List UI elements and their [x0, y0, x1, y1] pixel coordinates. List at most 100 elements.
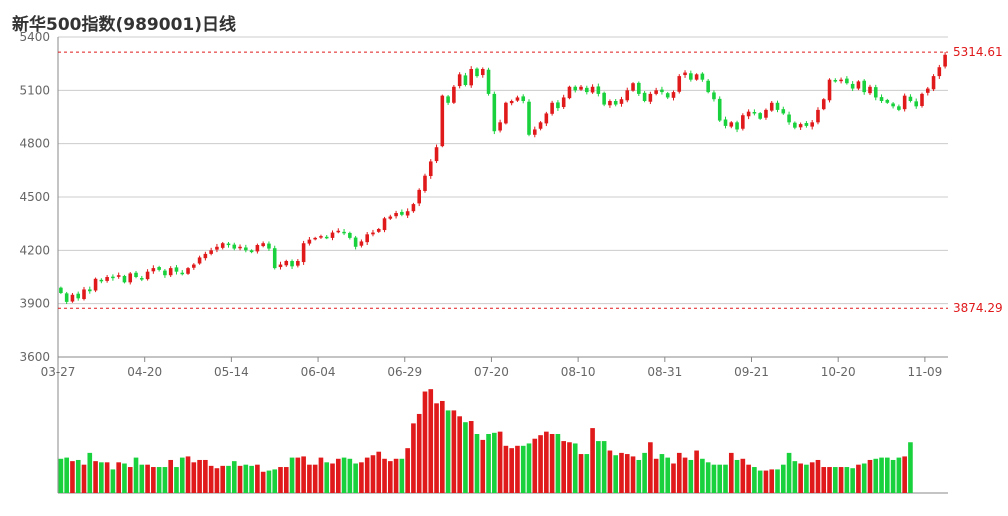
volume-bar	[145, 464, 150, 493]
candle-body	[163, 270, 167, 276]
volume-bar	[127, 467, 133, 493]
candle-body	[220, 243, 225, 248]
candle-body	[140, 278, 144, 280]
candle-body	[244, 247, 248, 251]
candle-body	[267, 243, 271, 249]
chart-title: 新华500指数(989001)日线	[12, 15, 236, 35]
candle-body	[596, 86, 601, 94]
candle-body	[654, 90, 658, 94]
volume-bar	[648, 442, 653, 493]
volume-bar	[179, 457, 185, 493]
candle-body	[186, 268, 190, 274]
candle-body	[717, 98, 722, 121]
candle-body	[914, 101, 919, 107]
candle-body	[850, 83, 855, 89]
volume-bar	[584, 454, 590, 493]
volume-bar	[486, 434, 491, 493]
x-tick-label: 09-21	[734, 365, 769, 379]
volume-bar	[705, 462, 711, 493]
volume-bar	[572, 443, 578, 493]
candle-body	[128, 273, 133, 283]
candle-body	[509, 101, 514, 104]
y-tick-label: 5400	[19, 30, 50, 44]
y-tick-label: 4500	[19, 190, 50, 204]
candle-body	[498, 122, 502, 131]
candle-body	[197, 257, 202, 264]
candle-body	[82, 289, 86, 300]
volume-bar	[81, 464, 87, 493]
candle-body	[556, 102, 560, 109]
volume-bar	[191, 462, 197, 493]
volume-bar	[538, 435, 543, 493]
volume-bar	[353, 463, 358, 493]
candle-body	[93, 278, 98, 291]
candle-body	[324, 236, 329, 239]
volume-bar	[752, 467, 757, 493]
volume-bar	[272, 469, 278, 493]
candle-body	[613, 101, 618, 105]
candle-body	[440, 95, 445, 147]
candle-body	[371, 232, 375, 235]
x-tick-label: 05-14	[214, 365, 249, 379]
candle-body	[585, 87, 589, 93]
candle-body	[590, 86, 595, 93]
candle-body	[157, 267, 161, 270]
volume-bar	[682, 457, 688, 493]
candle-body	[232, 244, 237, 249]
candle-body	[845, 78, 849, 84]
candle-body	[111, 276, 115, 279]
volume-bar	[867, 459, 873, 493]
volume-bar	[93, 461, 98, 493]
volume-bar	[295, 457, 301, 493]
volume-bar	[665, 457, 671, 493]
volume-bar	[399, 458, 405, 493]
volume-bar	[428, 389, 434, 493]
candle-body	[567, 86, 572, 99]
candle-body	[278, 264, 283, 268]
volume-bar	[728, 452, 734, 493]
candle-body	[59, 287, 63, 293]
x-tick-label: 06-04	[301, 365, 336, 379]
volume-bar	[214, 468, 220, 493]
candle-body	[203, 253, 208, 259]
volume-bar	[445, 410, 451, 493]
candle-body	[301, 243, 306, 263]
candle-body	[689, 73, 693, 80]
candle-body	[527, 101, 531, 135]
volume-bar	[711, 464, 717, 493]
candle-body	[868, 86, 872, 94]
candle-body	[394, 213, 398, 217]
volume-bar	[492, 432, 497, 493]
candle-body	[885, 99, 890, 103]
candle-body	[821, 99, 826, 110]
candle-body	[434, 147, 439, 162]
volume-bar	[694, 450, 699, 493]
candle-body	[290, 261, 294, 267]
volume-bar	[116, 462, 121, 493]
volume-bar	[885, 457, 890, 493]
candle-body	[70, 294, 75, 302]
volume-bar	[376, 451, 382, 493]
volume-bar	[590, 428, 595, 493]
volume-bar	[422, 391, 428, 493]
candle-body	[873, 87, 878, 98]
volume-bar	[601, 441, 607, 493]
volume-bar	[151, 467, 156, 493]
candle-body	[642, 92, 647, 101]
volume-bar	[653, 458, 659, 493]
candle-body	[446, 96, 450, 103]
candle-body	[897, 106, 901, 110]
candle-body	[105, 277, 109, 281]
volume-bar	[347, 458, 353, 493]
candle-body	[625, 90, 630, 101]
volume-bar	[700, 458, 705, 493]
volume-bar	[804, 464, 809, 493]
candle-body	[99, 279, 104, 282]
volume-bar	[463, 422, 468, 493]
volume-bar	[139, 464, 145, 493]
candle-body	[943, 54, 947, 67]
candle-body	[544, 113, 549, 124]
volume-bar	[549, 434, 555, 493]
high-line-label: 5314.61	[953, 45, 1003, 59]
candle-body	[209, 250, 213, 254]
